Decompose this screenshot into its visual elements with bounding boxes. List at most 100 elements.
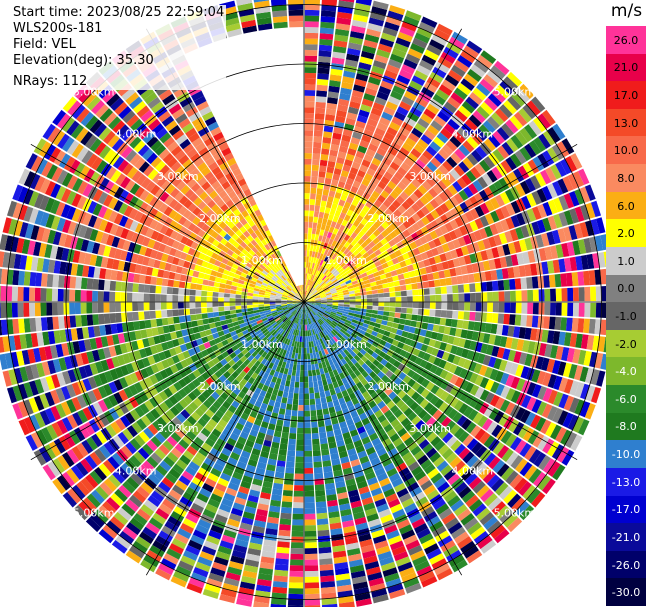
velocity-gate <box>318 44 333 52</box>
velocity-gate <box>340 282 347 287</box>
velocity-gate <box>472 87 487 101</box>
velocity-gate <box>320 281 326 287</box>
velocity-gate <box>363 319 371 325</box>
velocity-gate <box>493 234 503 246</box>
velocity-gate <box>391 477 404 488</box>
velocity-gate <box>399 246 408 255</box>
velocity-gate <box>434 398 444 409</box>
velocity-gate <box>530 328 538 341</box>
velocity-gate <box>311 233 316 240</box>
velocity-gate <box>427 468 440 480</box>
velocity-gate <box>240 302 247 306</box>
velocity-gate <box>363 39 378 49</box>
velocity-gate <box>336 257 343 264</box>
velocity-gate <box>419 235 428 245</box>
velocity-gate <box>329 331 335 338</box>
velocity-gate <box>376 216 385 225</box>
velocity-gate <box>305 285 308 291</box>
velocity-gate <box>308 279 312 286</box>
velocity-gate <box>441 79 456 92</box>
velocity-gate <box>495 208 505 221</box>
velocity-gate <box>366 309 373 314</box>
velocity-gate <box>488 334 496 345</box>
velocity-gate <box>490 65 506 80</box>
velocity-gate <box>558 195 569 211</box>
velocity-gate <box>304 324 306 331</box>
velocity-gate <box>547 260 555 274</box>
velocity-gate <box>304 221 309 228</box>
velocity-gate <box>491 501 506 516</box>
velocity-gate <box>331 306 338 310</box>
velocity-gate <box>353 84 366 93</box>
velocity-gate <box>416 528 431 540</box>
velocity-gate <box>509 314 516 326</box>
velocity-gate <box>346 542 360 551</box>
velocity-gate <box>446 41 462 55</box>
velocity-gate <box>433 136 445 148</box>
velocity-gate <box>325 270 331 277</box>
velocity-gate <box>395 462 408 473</box>
velocity-gate <box>456 319 464 329</box>
velocity-gate <box>304 353 308 360</box>
velocity-gate <box>429 420 441 432</box>
velocity-gate <box>522 104 537 120</box>
velocity-gate <box>341 134 352 143</box>
velocity-gate <box>371 65 385 75</box>
velocity-gate <box>420 343 429 353</box>
velocity-gate <box>314 296 321 299</box>
velocity-gate <box>310 181 318 189</box>
velocity-gate <box>301 342 304 348</box>
velocity-gate <box>433 317 441 325</box>
velocity-gate <box>449 268 457 277</box>
velocity-gate <box>304 387 309 394</box>
velocity-gate <box>425 212 435 223</box>
velocity-gate <box>456 275 464 285</box>
velocity-gate <box>330 311 337 316</box>
velocity-gate <box>524 353 533 367</box>
velocity-gate <box>384 21 400 32</box>
velocity-gate <box>434 424 445 436</box>
velocity-gate <box>330 143 340 152</box>
velocity-gate <box>499 104 513 119</box>
velocity-gate <box>345 279 352 285</box>
velocity-gate <box>404 258 413 266</box>
velocity-gate <box>246 298 253 302</box>
velocity-gate <box>494 335 502 347</box>
velocity-gate <box>357 230 365 238</box>
velocity-gate <box>450 319 458 328</box>
velocity-gate <box>389 161 400 171</box>
velocity-gate <box>560 317 568 331</box>
velocity-gate <box>388 265 396 272</box>
velocity-gate <box>86 302 93 314</box>
velocity-gate <box>385 101 398 111</box>
velocity-gate <box>436 245 445 255</box>
velocity-gate <box>161 278 169 287</box>
velocity-gate <box>299 336 302 343</box>
velocity-gate <box>569 256 578 272</box>
velocity-gate <box>513 326 521 338</box>
velocity-gate <box>362 191 371 200</box>
velocity-gate <box>428 405 439 417</box>
velocity-gate <box>353 511 366 520</box>
velocity-gate <box>589 351 598 368</box>
velocity-gate <box>354 292 361 297</box>
velocity-gate <box>404 172 415 183</box>
velocity-gate <box>307 306 312 312</box>
velocity-gate <box>331 458 341 466</box>
velocity-gate <box>310 274 314 281</box>
velocity-gate <box>515 87 530 103</box>
velocity-gate <box>486 312 493 323</box>
velocity-gate <box>519 442 532 458</box>
velocity-gate <box>339 384 346 392</box>
velocity-gate <box>419 329 427 337</box>
velocity-gate <box>577 271 585 286</box>
velocity-gate <box>376 147 387 157</box>
velocity-gate <box>372 383 381 392</box>
velocity-gate <box>371 285 378 291</box>
velocity-gate <box>505 337 513 349</box>
velocity-gate <box>473 59 490 73</box>
velocity-gate <box>315 495 326 503</box>
velocity-gate <box>149 302 156 311</box>
velocity-gate <box>344 302 350 305</box>
velocity-gate <box>337 379 344 387</box>
